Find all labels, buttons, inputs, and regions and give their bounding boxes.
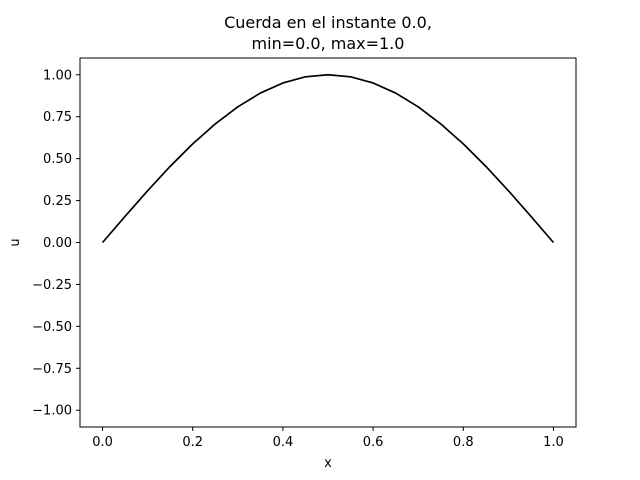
x-tick-label: 1.0 (543, 435, 564, 450)
y-tick-label: −0.25 (32, 278, 72, 293)
x-tick-label: 0.2 (182, 435, 203, 450)
x-tick-label: 0.8 (453, 435, 474, 450)
y-tick-label: 0.00 (43, 236, 72, 251)
y-axis-ticks: −1.00 −0.75 −0.50 −0.25 0.00 0.25 0.50 0.75 1.00 (32, 68, 80, 419)
x-tick-label: 0.6 (363, 435, 384, 450)
y-tick-label: −0.50 (32, 320, 72, 335)
y-tick-label: 0.50 (43, 152, 72, 167)
chart-title-line-2: min=0.0, max=1.0 (252, 34, 405, 53)
y-tick-label: 0.75 (43, 110, 72, 125)
chart-title-line-1: Cuerda en el instante 0.0, (224, 13, 432, 32)
y-tick-label: 1.00 (43, 68, 72, 83)
x-tick-label: 0.4 (273, 435, 294, 450)
chart-title: Cuerda en el instante 0.0, min=0.0, max=… (224, 13, 432, 53)
plot-area-frame (79, 57, 577, 428)
series-group (101, 73, 555, 244)
y-tick-label: −1.00 (32, 404, 72, 419)
x-tick-label: 0.0 (92, 435, 113, 450)
series-line (101, 73, 555, 244)
y-axis-label: u (8, 238, 23, 246)
y-tick-label: 0.25 (43, 194, 72, 209)
y-tick-label: −0.75 (32, 362, 72, 377)
x-axis-ticks: 0.0 0.2 0.4 0.6 0.8 1.0 (92, 427, 564, 450)
x-axis-label: x (324, 456, 332, 471)
